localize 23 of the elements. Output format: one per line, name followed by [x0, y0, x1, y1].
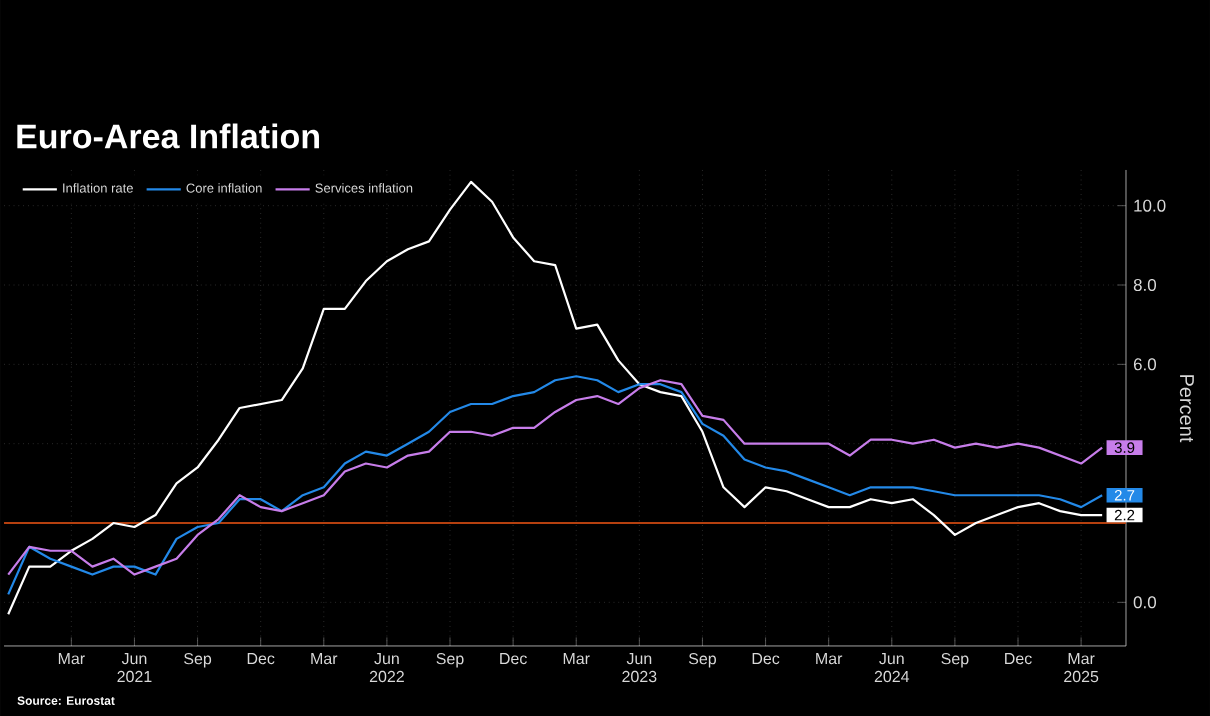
x-tick-label: Jun 2023: [622, 653, 657, 683]
x-tick-label: Mar 2025: [1064, 653, 1099, 683]
x-tick-label: Sep: [688, 653, 717, 668]
x-tick-label: Dec: [752, 653, 780, 665]
x-tick-label: Dec: [500, 653, 527, 665]
x-tick-label: Sep: [941, 653, 969, 668]
y-axis-title: Percent: [1179, 375, 1194, 443]
x-tick-label: Mar: [58, 653, 85, 665]
x-tick-label: Jun 2022: [369, 653, 404, 683]
x-tick-label: Jun 2021: [117, 653, 152, 683]
y-tick-label: 6.0: [1133, 358, 1157, 371]
chart-title: Euro-Area Inflation: [17, 123, 319, 149]
x-tick-label: Mar: [816, 653, 843, 665]
y-tick-label: 10.0: [1134, 199, 1166, 212]
y-tick-label: 8.0: [1133, 279, 1157, 292]
x-tick-label: Dec: [1005, 653, 1032, 665]
x-tick-label: Mar: [311, 653, 338, 665]
x-tick-label: Sep: [184, 653, 212, 668]
x-tick-label: Mar: [563, 653, 590, 665]
x-tick-label: Sep: [436, 653, 464, 668]
x-tick-label: Dec: [247, 653, 275, 665]
x-tick-label: Jun 2024: [874, 653, 910, 683]
y-tick-label: 0.0: [1133, 596, 1157, 609]
